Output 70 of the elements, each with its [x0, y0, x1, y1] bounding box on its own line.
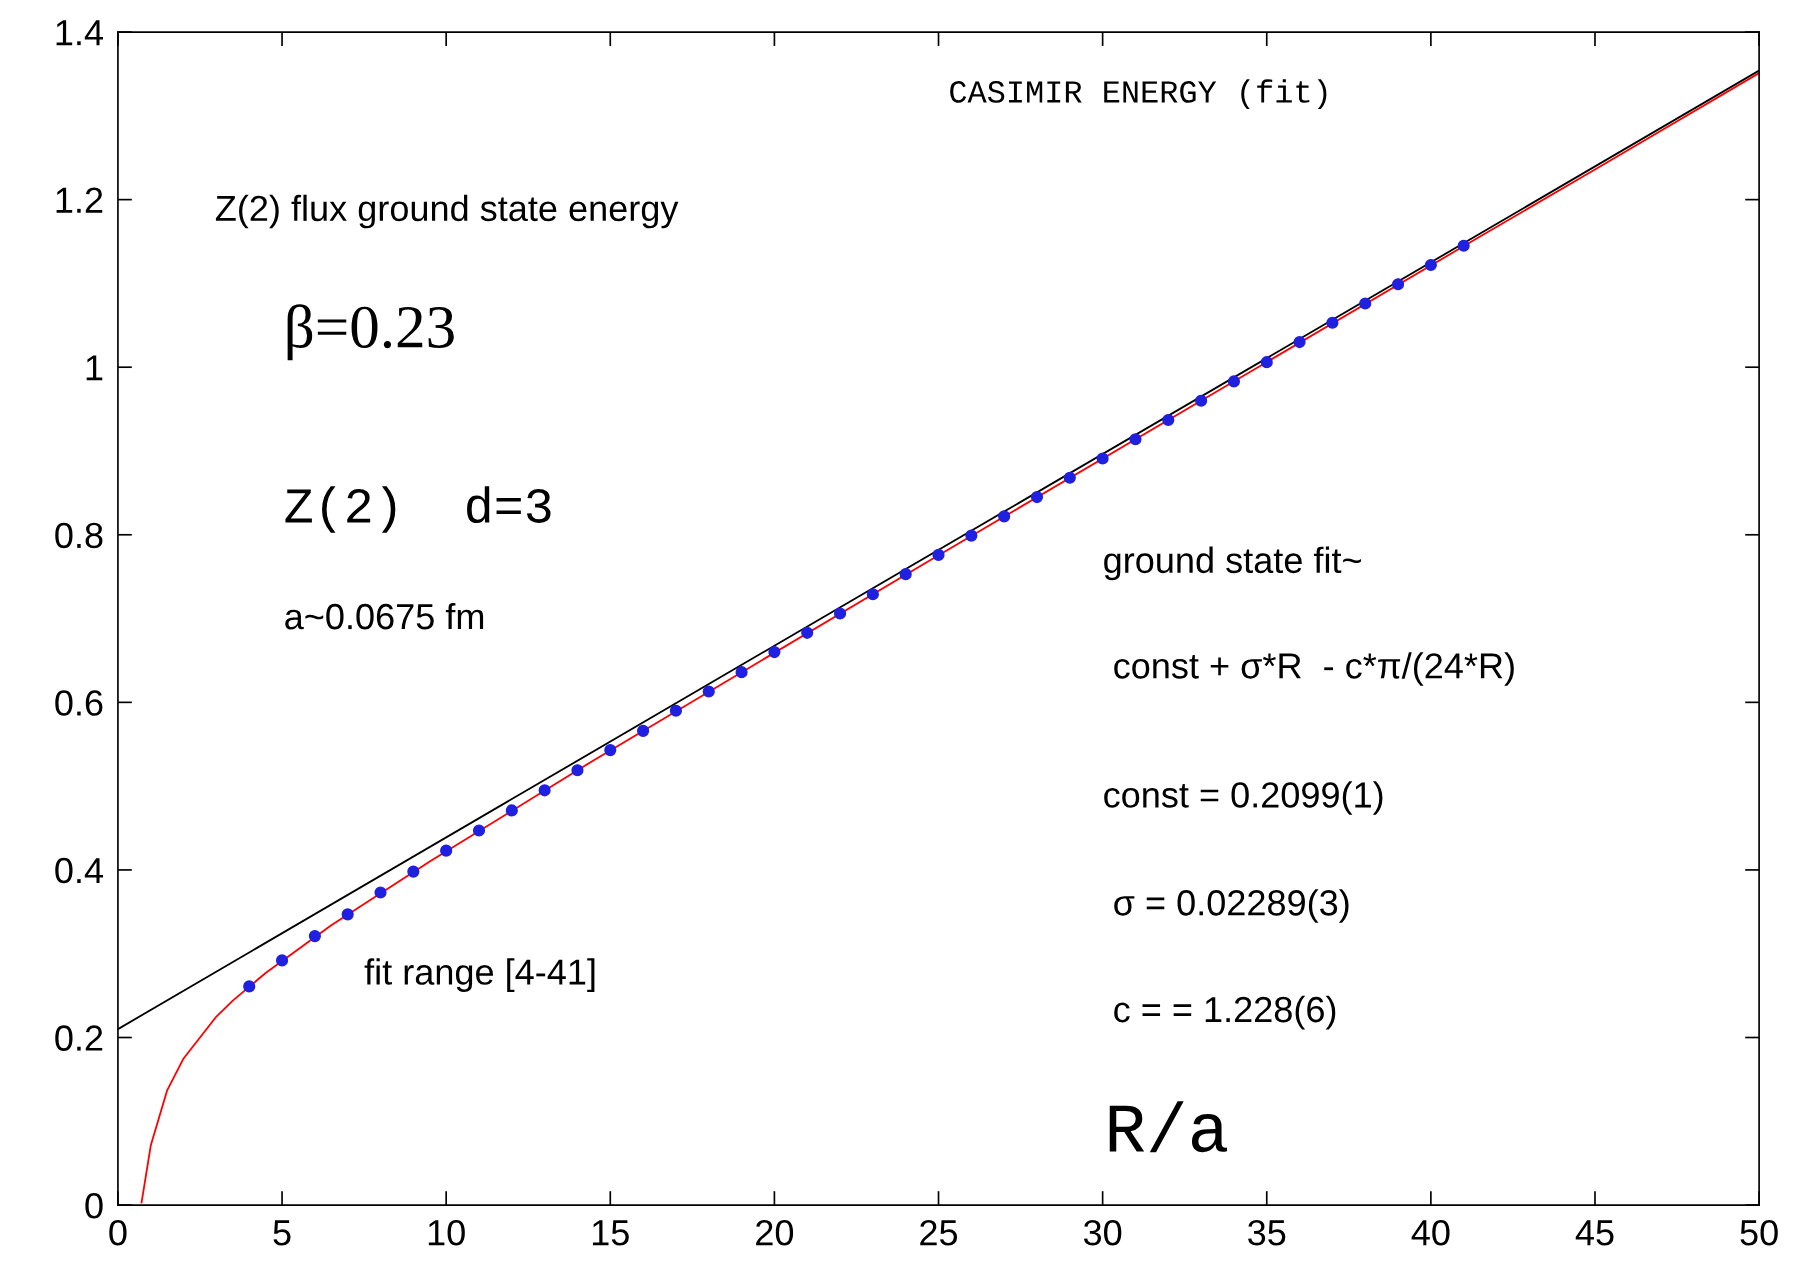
- point: [308, 930, 321, 943]
- point: [1424, 258, 1437, 272]
- y-tick-label: 1.4: [56, 20, 103, 46]
- point: [472, 824, 486, 837]
- x-tick-label: 0: [109, 1219, 127, 1246]
- point: [1162, 413, 1175, 427]
- point: [1129, 433, 1142, 446]
- text: CASIMIR ENERGY (fit): [950, 79, 1327, 110]
- point: [1391, 278, 1405, 291]
- x-axis-title: R/a: [1109, 1101, 1227, 1153]
- point: [1063, 471, 1076, 484]
- point: [965, 529, 978, 542]
- annotation: const + σ*R - c*π/(24*R): [1114, 652, 1514, 686]
- x-tick-label: 10: [428, 1219, 465, 1246]
- point: [1096, 452, 1109, 465]
- point: [505, 804, 518, 817]
- line-series: [140, 72, 1760, 1204]
- point: [1457, 239, 1470, 252]
- point: [669, 704, 683, 717]
- x-tick-label: 25: [920, 1219, 958, 1246]
- point: [1030, 490, 1044, 504]
- annotation: Z(2) d=3: [285, 486, 551, 533]
- point: [998, 510, 1011, 523]
- point: [637, 724, 650, 737]
- point: [604, 744, 617, 757]
- annotation: const = 0.2099(1): [1104, 781, 1383, 815]
- x-tick-label: 5: [273, 1220, 291, 1246]
- y-tick-label: 1.2: [56, 187, 103, 213]
- x-tick-label: 30: [1083, 1219, 1122, 1246]
- point: [1227, 375, 1241, 388]
- point: [341, 908, 354, 921]
- point: [866, 588, 879, 601]
- point: [1326, 316, 1339, 329]
- y-tick-label: 0: [85, 1192, 103, 1219]
- annotation: ground state fit~: [1104, 546, 1361, 581]
- point: [1260, 356, 1273, 369]
- point: [538, 784, 551, 797]
- y-tick-label: 0.6: [55, 690, 103, 716]
- annotation: fit range [4-41]: [364, 958, 595, 992]
- point: [768, 646, 781, 659]
- point: [407, 865, 420, 878]
- point: [243, 980, 256, 993]
- annotation: a~0.0675 fm: [285, 602, 484, 630]
- annotation: β=0.23: [287, 304, 454, 361]
- y-tick-label: 0.2: [55, 1025, 103, 1051]
- point: [1359, 297, 1372, 310]
- point: [735, 666, 748, 679]
- point: [1293, 335, 1306, 349]
- annotation: σ = 0.02289(3): [1114, 889, 1349, 923]
- annotation: c = = 1.228(6): [1114, 995, 1336, 1030]
- x-tick-label: 20: [756, 1219, 794, 1246]
- point: [374, 886, 387, 899]
- x-tick-label: 50: [1740, 1219, 1778, 1246]
- point: [801, 626, 814, 639]
- x-tick-label: 45: [1575, 1220, 1614, 1246]
- point: [932, 548, 945, 561]
- point: [571, 764, 584, 777]
- point: [1195, 394, 1208, 407]
- x-tick-label: 35: [1248, 1219, 1286, 1246]
- point: [275, 954, 289, 967]
- y-tick-label: 0.8: [55, 522, 103, 549]
- annotation: Z(2) flux ground state energy: [215, 194, 679, 229]
- point: [440, 844, 453, 857]
- y-tick-label: 0.4: [55, 857, 103, 884]
- x-tick-label: 40: [1411, 1219, 1450, 1246]
- point: [899, 568, 912, 581]
- x-tick-label: 15: [592, 1220, 629, 1246]
- y-tick-label: 1: [86, 355, 103, 381]
- point: [702, 685, 715, 698]
- point: [833, 607, 847, 620]
